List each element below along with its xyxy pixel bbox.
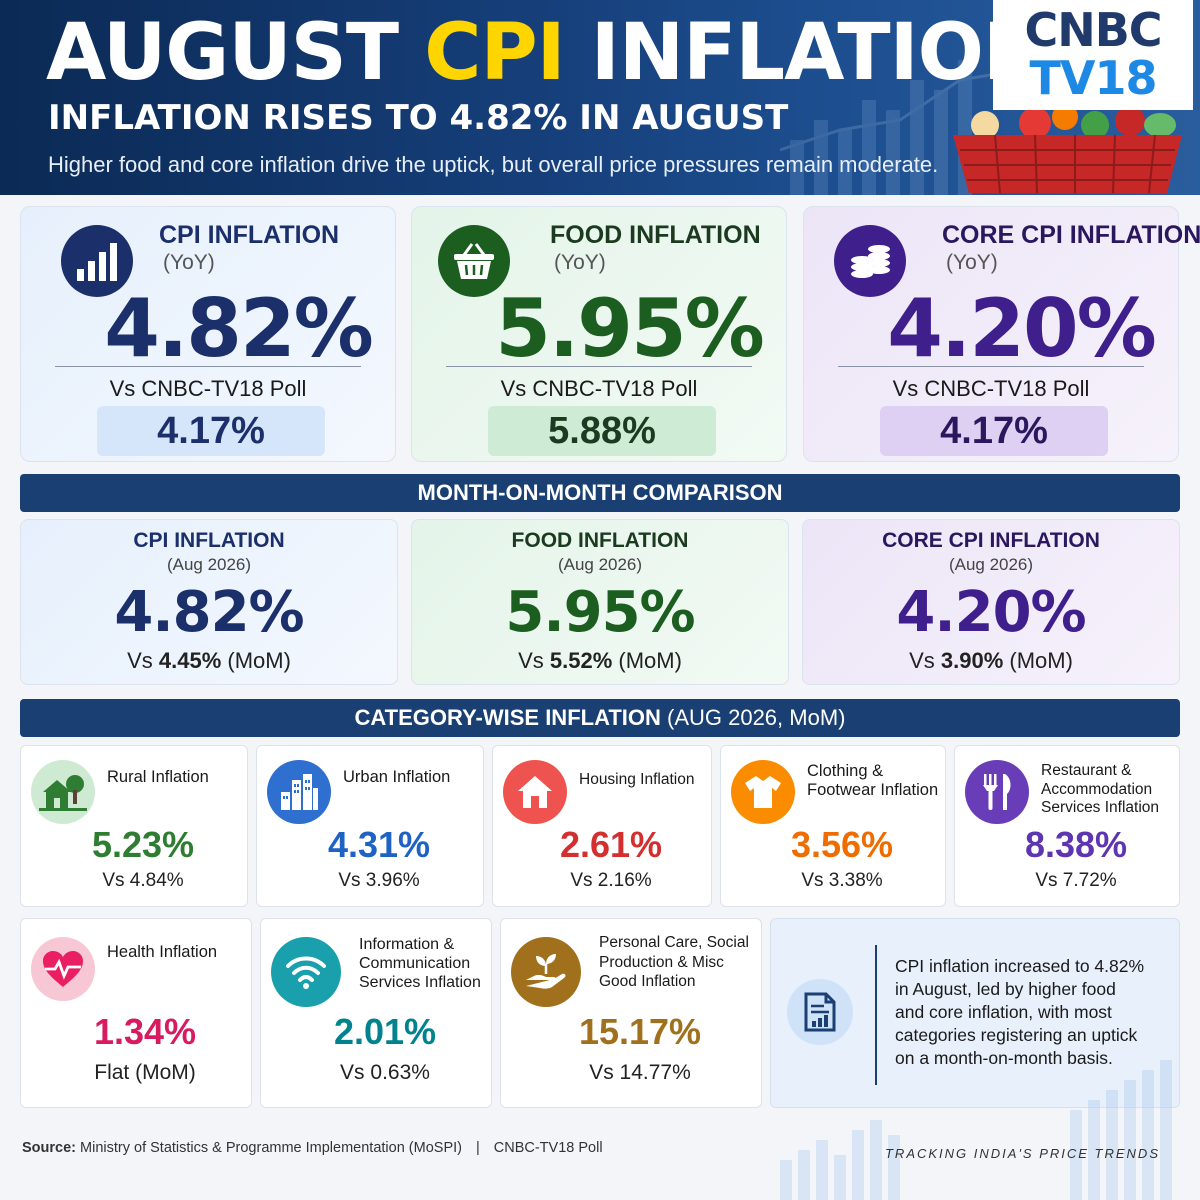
category-value: 3.56% — [790, 824, 894, 865]
category-label: Housing Inflation — [579, 771, 695, 788]
footer-tagline: TRACKING INDIA'S PRICE TRENDS — [884, 1146, 1160, 1161]
mom-period: (Aug 2026) — [166, 555, 252, 574]
wifi-icon — [271, 937, 341, 1007]
fork-knife-icon — [965, 760, 1029, 824]
report-icon — [787, 979, 853, 1045]
mom-food-card: FOOD INFLATION (Aug 2026) 5.95% Vs 5.52%… — [411, 519, 789, 685]
summary-card: CPI inflation increased to 4.82% in Augu… — [770, 918, 1180, 1108]
category-value: 2.01% — [333, 1011, 437, 1052]
poll-value: 4.17% — [97, 406, 325, 456]
mom-period: (Aug 2026) — [557, 555, 643, 574]
page-subtitle: INFLATION RISES TO 4.82% IN AUGUST — [48, 98, 789, 138]
mom-value: 4.82% — [114, 580, 304, 645]
house-tree-icon — [31, 760, 95, 824]
divider — [446, 366, 752, 367]
page-tagline: Higher food and core inflation drive the… — [48, 152, 939, 177]
summary-divider — [875, 945, 877, 1085]
home-icon — [503, 760, 567, 824]
category-value: 15.17% — [578, 1011, 702, 1052]
category-value: 1.34% — [93, 1011, 197, 1052]
card-sublabel: (YoY) — [946, 251, 998, 274]
category-card-communication: Information & Communication Services Inf… — [260, 918, 492, 1108]
page-title: AUGUST CPI INFLATION — [46, 8, 1048, 98]
category-card-health: Health Inflation 1.34% Flat (MoM) — [20, 918, 252, 1108]
bar-chart-icon — [61, 225, 133, 297]
category-value: 4.31% — [327, 824, 431, 865]
category-label: Clothing & Footwear Inflation — [807, 762, 939, 799]
mom-label: CORE CPI INFLATION — [882, 529, 1100, 552]
header-banner: AUGUST CPI INFLATION INFLATION RISES TO … — [0, 0, 1200, 195]
mom-value: 5.95% — [505, 580, 695, 645]
category-card-personal-care: Personal Care, Social Production & Misc … — [500, 918, 762, 1108]
category-value: 5.23% — [91, 824, 195, 865]
core-cpi-inflation-card: CORE CPI INFLATION (YoY) 4.20% Vs CNBC-T… — [803, 206, 1200, 462]
poll-label: Vs CNBC-TV18 Poll — [500, 376, 698, 401]
shopping-basket-icon — [438, 225, 510, 297]
category-comparison: Vs 14.77% — [589, 1061, 691, 1084]
card-value: 5.95% — [495, 282, 765, 375]
mom-value: 4.20% — [896, 580, 1086, 645]
poll-value: 4.17% — [880, 406, 1108, 456]
category-banner: CATEGORY-WISE INFLATION (AUG 2026, MoM) — [20, 699, 1180, 737]
category-card-urban: Urban Inflation 4.31% Vs 3.96% — [256, 745, 484, 907]
poll-label: Vs CNBC-TV18 Poll — [109, 376, 307, 401]
category-label: Rural Inflation — [107, 768, 209, 786]
title-accent: CPI — [424, 8, 565, 98]
summary-text: CPI inflation increased to 4.82% in Augu… — [895, 956, 1145, 1068]
category-card-clothing: Clothing & Footwear Inflation 3.56% Vs 3… — [720, 745, 946, 907]
mom-comparison: Vs 4.45% (MoM) — [127, 648, 291, 673]
card-label: CPI INFLATION — [159, 221, 340, 249]
mom-comparison: Vs 5.52% (MoM) — [518, 648, 682, 673]
category-value: 8.38% — [1024, 824, 1128, 865]
category-comparison: Flat (MoM) — [94, 1061, 196, 1084]
mom-period: (Aug 2026) — [948, 555, 1034, 574]
category-card-housing: Housing Inflation 2.61% Vs 2.16% — [492, 745, 712, 907]
category-comparison: Vs 4.84% — [102, 870, 184, 891]
category-comparison: Vs 7.72% — [1035, 870, 1117, 891]
mom-core-card: CORE CPI INFLATION (Aug 2026) 4.20% Vs 3… — [802, 519, 1180, 685]
card-label: CORE CPI INFLATION — [942, 221, 1200, 249]
card-value: 4.20% — [887, 282, 1157, 375]
category-label: Personal Care, Social Production & Misc … — [599, 934, 749, 990]
card-sublabel: (YoY) — [554, 251, 606, 274]
mom-banner: MONTH-ON-MONTH COMPARISON — [20, 474, 1180, 512]
poll-value: 5.88% — [488, 406, 716, 456]
category-label: Health Inflation — [107, 943, 218, 961]
divider — [55, 366, 361, 367]
tshirt-icon — [731, 760, 795, 824]
heartbeat-icon — [31, 937, 95, 1001]
card-value: 4.82% — [104, 282, 374, 375]
category-card-rural: Rural Inflation 5.23% Vs 4.84% — [20, 745, 248, 907]
divider — [838, 366, 1144, 367]
food-inflation-card: FOOD INFLATION (YoY) 5.95% Vs CNBC-TV18 … — [411, 206, 787, 462]
category-comparison: Vs 0.63% — [340, 1061, 430, 1084]
cpi-inflation-card: CPI INFLATION (YoY) 4.82% Vs CNBC-TV18 P… — [20, 206, 396, 462]
category-label: Restaurant & Accommodation Services Infl… — [1041, 762, 1160, 816]
category-comparison: Vs 2.16% — [570, 870, 652, 891]
coin-stack-icon — [834, 225, 906, 297]
footer-bar-graphic — [780, 1060, 1172, 1200]
category-comparison: Vs 3.96% — [338, 870, 420, 891]
card-label: FOOD INFLATION — [550, 221, 761, 249]
hand-plant-icon — [511, 937, 581, 1007]
category-comparison: Vs 3.38% — [801, 870, 883, 891]
vegetable-basket-icon — [953, 104, 1182, 194]
mom-label: FOOD INFLATION — [511, 529, 689, 552]
category-label: Information & Communication Services Inf… — [359, 936, 481, 991]
card-sublabel: (YoY) — [163, 251, 215, 274]
buildings-icon — [267, 760, 331, 824]
mom-cpi-card: CPI INFLATION (Aug 2026) 4.82% Vs 4.45% … — [20, 519, 398, 685]
mom-label: CPI INFLATION — [133, 529, 285, 552]
category-value: 2.61% — [559, 824, 663, 865]
poll-label: Vs CNBC-TV18 Poll — [892, 376, 1090, 401]
mom-comparison: Vs 3.90% (MoM) — [909, 648, 1073, 673]
cnbc-tv18-logo: CNBC TV18 — [993, 0, 1193, 110]
category-label: Urban Inflation — [343, 768, 451, 786]
category-card-restaurant: Restaurant & Accommodation Services Infl… — [954, 745, 1180, 907]
source-note: Source: Ministry of Statistics & Program… — [22, 1140, 603, 1156]
